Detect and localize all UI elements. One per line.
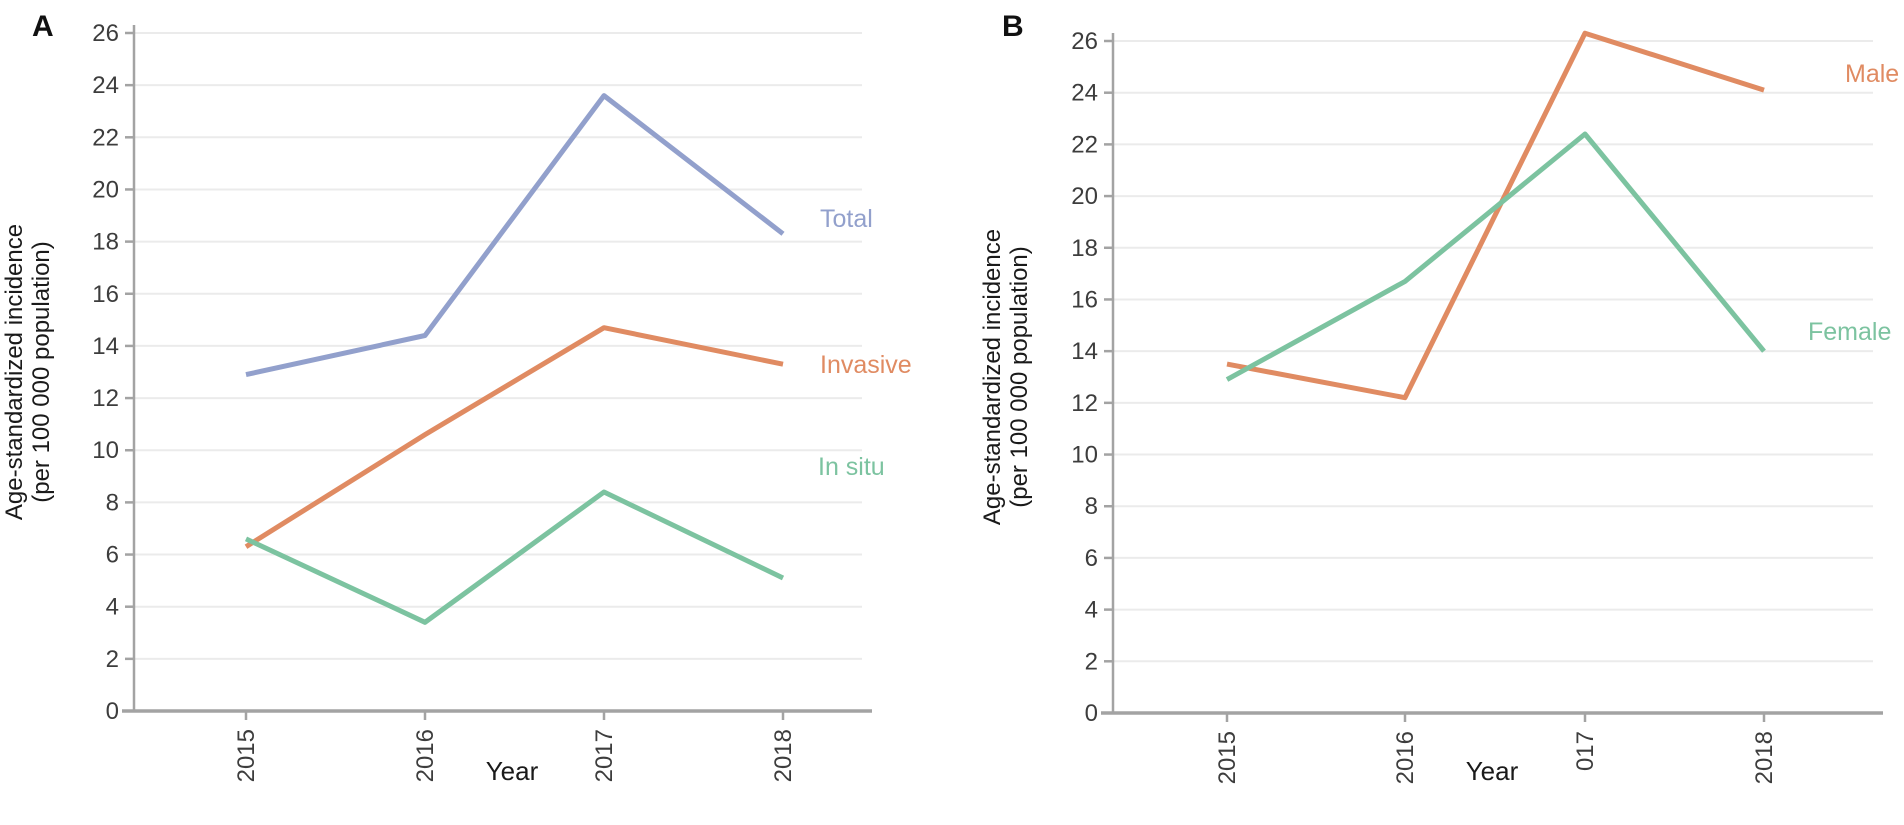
panel-letter: A [32, 10, 54, 43]
y-axis-title-line1: Age-standardized incidence [1, 224, 28, 520]
x-tick-label: 2018 [1751, 731, 1778, 784]
series-line-in-situ [244, 489, 785, 625]
y-tick-label: 0 [1085, 700, 1098, 727]
y-tick-label: 16 [1071, 286, 1098, 313]
y-tick-label: 8 [106, 489, 119, 516]
y-tick-label: 14 [92, 333, 119, 360]
y-axis-title-line2: (per 100 000 population) [28, 241, 55, 503]
y-tick-label: 20 [1071, 183, 1098, 210]
y-axis-title-line2: (per 100 000 population) [1006, 246, 1033, 508]
y-tick-label: 18 [1071, 235, 1098, 262]
series-label-female: Female [1808, 318, 1891, 346]
y-tick-label: 0 [106, 698, 119, 725]
x-tick-label: 2016 [1392, 731, 1419, 784]
y-tick-label: 24 [92, 72, 119, 99]
x-tick-label: 2015 [1214, 731, 1241, 784]
x-tick-label: 2016 [412, 729, 439, 782]
series-label-total: Total [820, 205, 873, 233]
series-label-in-situ: In situ [818, 453, 885, 481]
y-tick-label: 2 [1085, 648, 1098, 675]
y-tick-label: 16 [92, 281, 119, 308]
x-axis-title: Year [1466, 756, 1519, 786]
y-tick-label: 26 [1071, 28, 1098, 55]
series-line-male [1226, 30, 1765, 401]
y-tick-label: 24 [1071, 80, 1098, 107]
series-label-male: Male [1845, 60, 1899, 88]
x-tick-label: 2015 [233, 729, 260, 782]
y-tick-label: 18 [92, 229, 119, 256]
series-line-total [245, 93, 785, 378]
y-axis-title-line1: Age-standardized incidence [979, 229, 1006, 525]
y-tick-label: 12 [92, 385, 119, 412]
y-tick-label: 2 [106, 646, 119, 673]
y-tick-label: 6 [1085, 545, 1098, 572]
x-axis-title: Year [486, 756, 539, 786]
x-tick-label: 2017 [591, 729, 618, 782]
y-tick-label: 14 [1071, 338, 1098, 365]
y-tick-label: 8 [1085, 493, 1098, 520]
y-tick-label: 10 [1071, 442, 1098, 469]
y-tick-label: 6 [106, 542, 119, 569]
x-tick-label: 017 [1572, 731, 1599, 771]
y-tick-label: 22 [1071, 131, 1098, 158]
y-tick-label: 4 [106, 594, 119, 621]
panel-letter: B [1002, 10, 1024, 43]
y-tick-label: 22 [92, 124, 119, 151]
y-tick-label: 12 [1071, 390, 1098, 417]
y-tick-label: 26 [92, 20, 119, 47]
x-tick-label: 2018 [770, 729, 797, 782]
series-line-female [1225, 131, 1766, 382]
y-tick-label: 4 [1085, 597, 1098, 624]
y-tick-label: 20 [92, 176, 119, 203]
series-line-invasive [244, 325, 784, 549]
y-tick-label: 10 [92, 437, 119, 464]
series-label-invasive: Invasive [820, 351, 912, 379]
